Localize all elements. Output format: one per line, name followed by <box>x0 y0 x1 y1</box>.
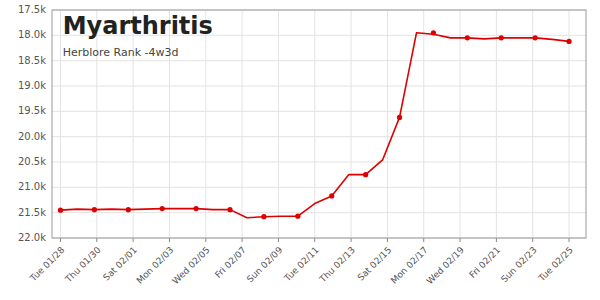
point <box>160 206 165 211</box>
x-tick <box>278 238 279 242</box>
x-tick-label: Sun 02/09 <box>245 245 285 285</box>
x-tick <box>496 238 497 242</box>
y-tick-label: 21.0k <box>18 181 46 192</box>
grid <box>52 10 586 238</box>
y-tick-label: 18.5k <box>18 55 46 66</box>
y-grid-line <box>52 136 586 137</box>
y-tick-label: 21.5k <box>18 207 46 218</box>
y-tick-label: 20.5k <box>18 156 46 167</box>
x-grid-line <box>205 10 206 238</box>
title: Myarthritis <box>63 12 213 40</box>
point <box>329 193 334 198</box>
x-tick-label: Fri 02/21 <box>467 245 502 280</box>
point <box>431 30 436 35</box>
x-tick <box>169 238 170 242</box>
x-grid-line <box>460 10 461 238</box>
line <box>60 33 569 218</box>
point <box>58 208 63 213</box>
x-tick-label: Tue 02/11 <box>282 245 321 284</box>
plot-frame <box>52 10 586 238</box>
y-tick-label: 19.0k <box>18 80 46 91</box>
x-tick-label: Wed 02/05 <box>170 245 211 286</box>
chart: 17.5k 18.0k 18.5k 19.0k 19.5k 20.0k 20.5k 21.0k… <box>0 0 600 300</box>
axes: 17.5k 18.0k 18.5k 19.0k 19.5k 20.0k 20.5k 21.0k… <box>18 4 586 286</box>
titles: Myarthritis Herblore Rank -4w3d <box>63 12 213 59</box>
x-tick <box>351 238 352 242</box>
x-tick-label: Wed 02/19 <box>425 245 467 287</box>
x-tick-label: Tue 01/28 <box>27 245 66 284</box>
point <box>227 207 232 212</box>
point <box>465 35 470 40</box>
x-tick-label: Sun 02/23 <box>499 245 539 285</box>
x-grid-line <box>133 10 134 238</box>
y-grid-line <box>52 60 586 61</box>
y-tick-label: 18.0k <box>18 29 46 40</box>
x-tick <box>460 238 461 242</box>
x-grid-line <box>351 10 352 238</box>
x-tick <box>569 238 570 242</box>
y-grid-line <box>52 212 586 213</box>
point <box>193 206 198 211</box>
data <box>58 30 572 219</box>
x-tick <box>423 238 424 242</box>
point <box>499 35 504 40</box>
x-tick-label: Tue 02/25 <box>536 245 575 284</box>
x-tick <box>133 238 134 242</box>
x-tick <box>242 238 243 242</box>
y-grid-line <box>52 162 586 163</box>
point <box>533 35 538 40</box>
y-tick-label: 17.5k <box>18 4 46 15</box>
x-tick <box>314 238 315 242</box>
x-grid-line <box>60 10 61 238</box>
point <box>92 207 97 212</box>
x-grid-line <box>387 10 388 238</box>
x-tick-label: Sat 02/15 <box>355 245 393 283</box>
point <box>295 214 300 219</box>
point <box>397 115 402 120</box>
x-grid-line <box>496 10 497 238</box>
x-tick-label: Thu 01/30 <box>63 245 103 285</box>
y-grid-line <box>52 111 586 112</box>
y-tick-label: 20.0k <box>18 131 46 142</box>
x-grid-line <box>532 10 533 238</box>
x-grid-line <box>169 10 170 238</box>
point <box>126 207 131 212</box>
x-tick <box>387 238 388 242</box>
x-tick <box>96 238 97 242</box>
x-grid-line <box>242 10 243 238</box>
x-tick-label: Sat 02/01 <box>101 245 139 283</box>
point <box>566 39 571 44</box>
x-tick-label: Mon 02/17 <box>389 245 430 286</box>
y-grid-line <box>52 187 586 188</box>
x-grid-line <box>96 10 97 238</box>
y-grid-line <box>52 86 586 87</box>
x-grid-line <box>423 10 424 238</box>
x-grid-line <box>569 10 570 238</box>
point <box>261 214 266 219</box>
x-tick-label: Thu 02/13 <box>317 245 357 285</box>
x-grid-line <box>278 10 279 238</box>
x-tick-label: Fri 02/07 <box>213 245 248 280</box>
background <box>0 0 600 300</box>
x-tick <box>60 238 61 242</box>
x-tick <box>532 238 533 242</box>
point <box>363 172 368 177</box>
y-tick-label: 19.5k <box>18 105 46 116</box>
x-tick <box>205 238 206 242</box>
subtitle: Herblore Rank -4w3d <box>63 46 179 59</box>
y-tick-label: 22.0k <box>18 232 46 243</box>
x-tick-label: Mon 02/03 <box>135 245 176 286</box>
